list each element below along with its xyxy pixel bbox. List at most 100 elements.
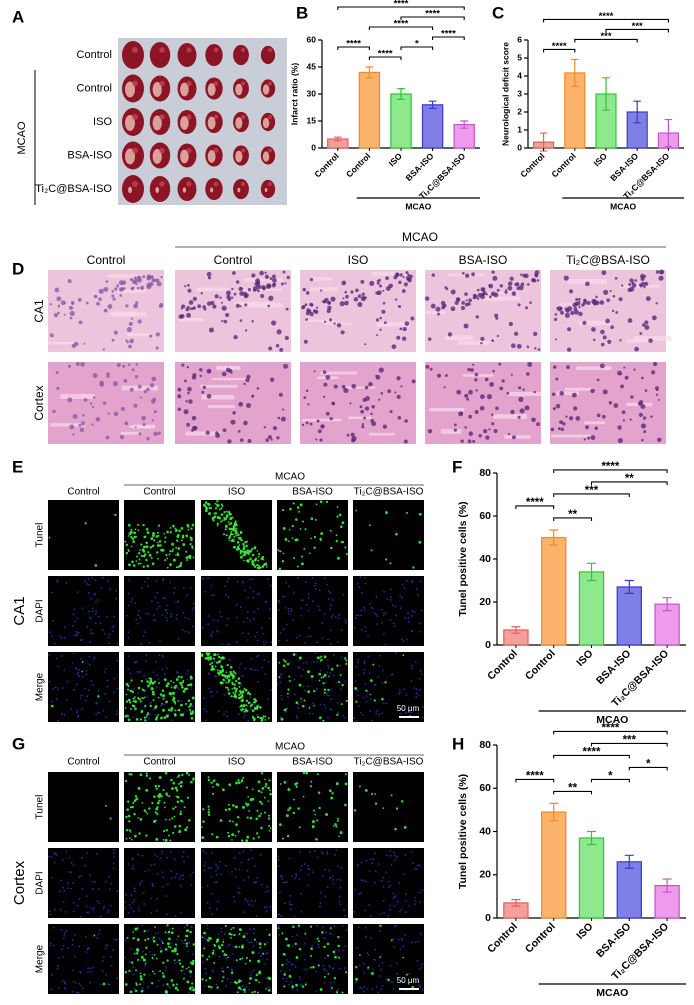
tunel-cell	[234, 672, 236, 674]
tunel-cell	[234, 524, 237, 527]
tunel-cell	[213, 657, 215, 659]
tunel-cell	[186, 942, 189, 945]
tunel-cell	[231, 972, 233, 974]
tunel-cell	[130, 531, 133, 534]
dapi-nucleus	[217, 866, 219, 868]
tunel-cell	[307, 690, 310, 693]
tunel-cell	[222, 980, 224, 982]
cell-nucleus	[385, 276, 389, 280]
tunel-cell	[327, 689, 329, 691]
dapi-nucleus	[113, 692, 115, 694]
tunel-cell	[201, 654, 204, 657]
dapi-nucleus	[186, 673, 188, 675]
tunel-cell	[131, 680, 133, 682]
dapi-nucleus	[415, 661, 417, 663]
dapi-nucleus	[292, 988, 294, 990]
dapi-nucleus	[251, 941, 253, 943]
dapi-nucleus	[205, 852, 207, 854]
tunel-cell	[137, 697, 139, 699]
tunel-cell	[355, 701, 357, 703]
slice-highlight	[132, 47, 138, 53]
x-tick-label: Control	[344, 151, 372, 179]
tunel-cell	[279, 568, 282, 571]
dapi-nucleus	[77, 673, 79, 675]
dapi-nucleus	[98, 888, 100, 890]
tunel-cell	[237, 816, 239, 818]
tunel-cell	[283, 553, 285, 555]
tunel-cell	[172, 928, 174, 930]
dapi-nucleus	[286, 959, 288, 961]
dapi-nucleus	[129, 682, 131, 684]
dapi-nucleus	[379, 930, 381, 932]
dapi-nucleus	[157, 986, 159, 988]
dapi-nucleus	[218, 710, 220, 712]
dapi-nucleus	[369, 672, 371, 674]
dapi-nucleus	[279, 602, 281, 604]
cell-nucleus	[121, 407, 125, 411]
cell-nucleus	[313, 309, 316, 312]
tunel-cell	[318, 807, 320, 809]
tunel-cell	[304, 700, 306, 702]
dapi-nucleus	[78, 632, 80, 634]
dapi-nucleus	[374, 949, 376, 951]
dapi-nucleus	[291, 680, 293, 682]
cell-nucleus	[135, 426, 137, 428]
dapi-nucleus	[256, 915, 258, 917]
dapi-nucleus	[345, 681, 347, 683]
cell-nucleus	[67, 398, 72, 403]
dapi-nucleus	[141, 587, 143, 589]
dapi-nucleus	[130, 601, 132, 603]
tunel-cell	[231, 683, 233, 685]
dapi-nucleus	[205, 972, 207, 974]
tunel-cell	[193, 943, 195, 945]
cell-nucleus	[618, 438, 623, 443]
dapi-nucleus	[375, 614, 377, 616]
tunel-cell	[385, 558, 387, 560]
dapi-nucleus	[236, 641, 238, 643]
dapi-nucleus	[176, 614, 178, 616]
dapi-nucleus	[366, 695, 368, 697]
dapi-nucleus	[139, 671, 141, 673]
dapi-nucleus	[239, 869, 241, 871]
cell-nucleus	[656, 394, 658, 396]
dapi-nucleus	[316, 990, 318, 992]
tunel-cell	[263, 715, 265, 717]
dapi-nucleus	[250, 696, 252, 698]
y-tick-label: 0	[485, 639, 491, 651]
cell-nucleus	[480, 406, 485, 411]
dapi-nucleus	[131, 598, 133, 600]
tunel-cell	[320, 500, 323, 503]
tunel-cell	[229, 820, 231, 822]
tunel-cell	[231, 517, 233, 519]
dapi-nucleus	[108, 909, 110, 911]
tunel-cell	[145, 834, 147, 836]
tunel-cell	[374, 793, 376, 795]
tunel-cell	[318, 792, 320, 794]
cell-nucleus	[286, 308, 289, 311]
tunel-cell	[103, 983, 106, 986]
dapi-nucleus	[304, 642, 306, 644]
slice-highlight	[186, 181, 191, 186]
cell-nucleus	[120, 294, 123, 297]
cell-nucleus	[538, 348, 541, 351]
dapi-nucleus	[81, 857, 83, 859]
dapi-nucleus	[63, 901, 65, 903]
dapi-nucleus	[295, 966, 297, 968]
dapi-nucleus	[263, 644, 265, 646]
tunel-cell	[135, 795, 137, 797]
cell-nucleus	[138, 385, 142, 389]
tunel-cell	[269, 789, 271, 791]
tunel-cell	[336, 665, 338, 667]
cell-nucleus	[127, 327, 132, 332]
dapi-nucleus	[327, 886, 329, 888]
tunel-cell	[370, 694, 372, 696]
tunel-cell	[346, 700, 348, 702]
dapi-nucleus	[385, 702, 387, 704]
tunel-cell	[140, 975, 143, 978]
cell-nucleus	[225, 313, 229, 317]
dapi-nucleus	[304, 863, 306, 865]
dapi-nucleus	[379, 975, 381, 977]
tunel-cell	[211, 986, 213, 988]
dapi-nucleus	[133, 688, 135, 690]
tunel-cell	[143, 958, 146, 961]
